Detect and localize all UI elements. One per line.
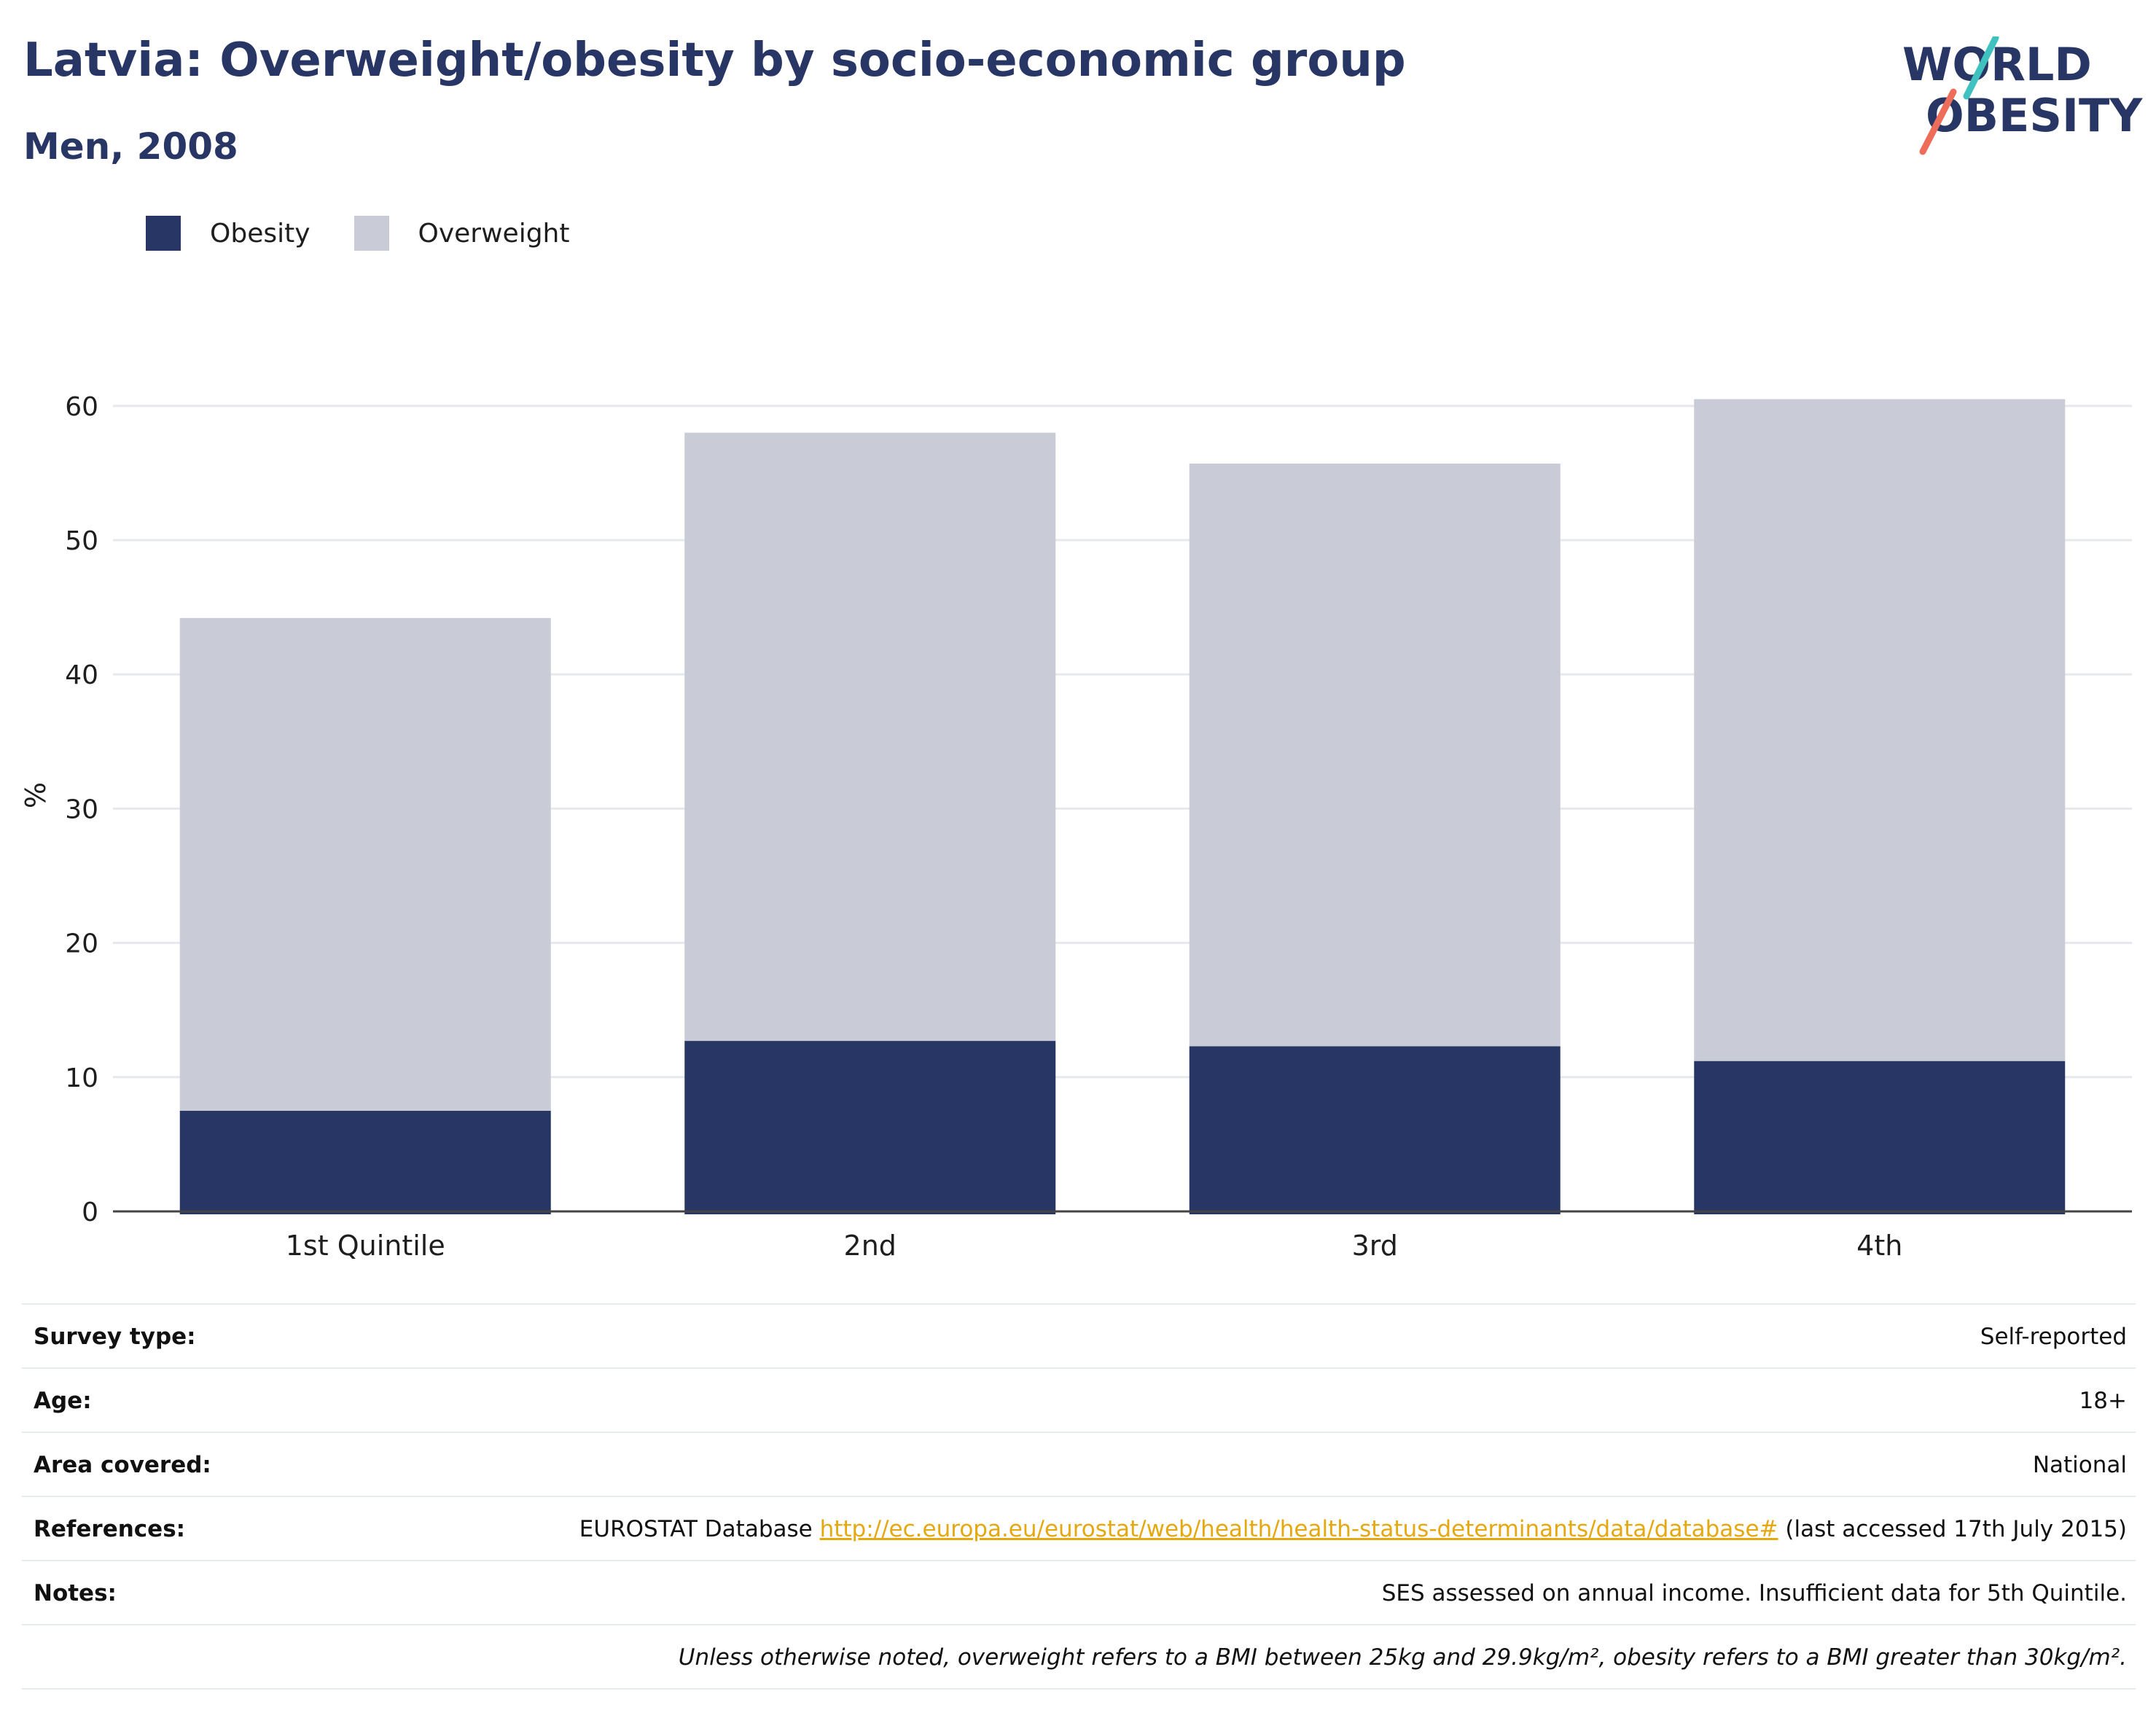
- chart-legend: Obesity Overweight: [146, 216, 613, 251]
- logo-line1: WORLD: [1902, 38, 2092, 91]
- meta-value-age: 18+: [2079, 1388, 2127, 1414]
- bars: [179, 399, 2066, 1214]
- x-tick-label: 3rd: [1352, 1230, 1398, 1262]
- references-link[interactable]: http://ec.europa.eu/eurostat/web/health/…: [819, 1516, 1778, 1542]
- meta-label-notes: Notes:: [34, 1580, 117, 1606]
- meta-label-area: Area covered:: [34, 1452, 211, 1478]
- bar-overweight-3[interactable]: [1189, 464, 1561, 1047]
- legend-swatch-overweight: [354, 216, 389, 251]
- logo-slash-coral: [1919, 88, 1957, 155]
- x-tick-label: 4th: [1856, 1230, 1902, 1262]
- bar-obesity-3[interactable]: [1189, 1046, 1561, 1214]
- legend-swatch-obesity: [146, 216, 181, 251]
- meta-label-references: References:: [34, 1516, 186, 1542]
- meta-row-area: Area covered: National: [22, 1433, 2136, 1497]
- stacked-bar-chart: 0 10 20 30 40 50 60 1st Quintile 2nd 3rd 4th %: [20, 392, 2132, 1262]
- meta-value-references: EUROSTAT Database http://ec.europa.eu/eu…: [579, 1515, 2127, 1544]
- y-tick-label: 50: [65, 526, 98, 556]
- logo-slash-teal: [1963, 36, 1999, 100]
- meta-footnote: Unless otherwise noted, overweight refer…: [678, 1644, 2127, 1671]
- y-axis-ticks: 0 10 20 30 40 50 60: [65, 392, 98, 1227]
- bar-overweight-1[interactable]: [179, 617, 551, 1111]
- meta-value-survey-type: Self-reported: [1980, 1324, 2127, 1350]
- meta-label-age: Age:: [34, 1388, 92, 1414]
- y-tick-label: 10: [65, 1063, 98, 1093]
- y-axis-label: %: [20, 782, 52, 808]
- x-tick-label: 2nd: [844, 1230, 897, 1262]
- legend-item-obesity[interactable]: Obesity: [146, 216, 310, 251]
- meta-row-footnote: Unless otherwise noted, overweight refer…: [22, 1625, 2136, 1690]
- y-tick-label: 0: [82, 1198, 98, 1227]
- meta-label-survey-type: Survey type:: [34, 1324, 196, 1350]
- bar-overweight-4[interactable]: [1694, 399, 2066, 1061]
- meta-value-area: National: [2032, 1452, 2127, 1478]
- meta-value-notes: SES assessed on annual income. Insuffici…: [1381, 1580, 2127, 1606]
- world-obesity-logo: WORLD OBESITY: [1902, 36, 2143, 155]
- y-tick-label: 60: [65, 392, 98, 422]
- meta-row-notes: Notes: SES assessed on annual income. In…: [22, 1561, 2136, 1625]
- legend-label-obesity: Obesity: [210, 218, 310, 249]
- bar-obesity-1[interactable]: [179, 1110, 551, 1214]
- y-tick-label: 20: [65, 929, 98, 959]
- x-tick-label: 1st Quintile: [286, 1230, 445, 1262]
- bar-obesity-4[interactable]: [1694, 1061, 2066, 1214]
- references-suffix: (last accessed 17th July 2015): [1785, 1516, 2127, 1542]
- x-axis-ticks: 1st Quintile 2nd 3rd 4th: [286, 1230, 1903, 1262]
- chart-subtitle: Men, 2008: [23, 125, 238, 168]
- meta-row-survey-type: Survey type: Self-reported: [22, 1305, 2136, 1369]
- legend-label-overweight: Overweight: [418, 218, 570, 249]
- bar-overweight-2[interactable]: [684, 432, 1056, 1042]
- chart-title: Latvia: Overweight/obesity by socio-econ…: [23, 34, 1406, 87]
- y-tick-label: 40: [65, 660, 98, 690]
- meta-row-age: Age: 18+: [22, 1369, 2136, 1433]
- references-prefix: EUROSTAT Database: [579, 1516, 813, 1542]
- metadata-table: Survey type: Self-reported Age: 18+ Area…: [22, 1303, 2136, 1690]
- y-tick-label: 30: [65, 794, 98, 824]
- legend-item-overweight[interactable]: Overweight: [354, 216, 570, 251]
- logo-line2: OBESITY: [1926, 89, 2143, 142]
- bar-obesity-2[interactable]: [684, 1041, 1056, 1214]
- meta-row-references: References: EUROSTAT Database http://ec.…: [22, 1497, 2136, 1561]
